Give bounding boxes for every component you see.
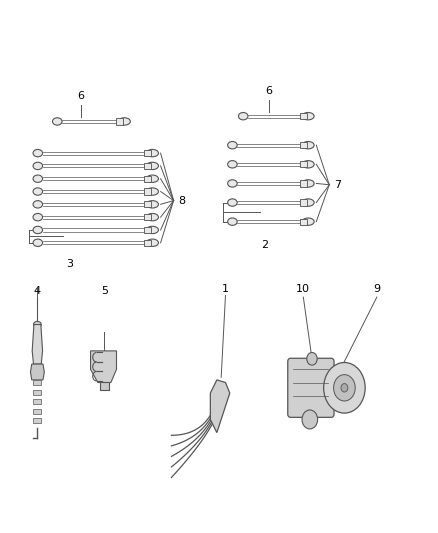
Ellipse shape	[228, 141, 237, 149]
Ellipse shape	[302, 199, 314, 206]
Circle shape	[307, 352, 317, 365]
Bar	[144, 214, 152, 220]
Ellipse shape	[33, 200, 42, 208]
Polygon shape	[32, 325, 42, 364]
Text: 2: 2	[261, 240, 268, 250]
Bar	[300, 180, 307, 187]
Bar	[300, 199, 307, 206]
Ellipse shape	[33, 213, 42, 221]
Ellipse shape	[238, 112, 248, 120]
Ellipse shape	[146, 227, 159, 233]
Bar	[33, 409, 41, 414]
Ellipse shape	[33, 239, 42, 246]
Bar	[300, 161, 307, 167]
Bar	[144, 188, 152, 195]
Polygon shape	[91, 351, 117, 383]
Text: 6: 6	[77, 91, 84, 101]
Ellipse shape	[228, 180, 237, 187]
Bar	[33, 381, 41, 385]
Ellipse shape	[33, 175, 42, 182]
Bar	[100, 382, 109, 391]
Bar	[33, 390, 41, 394]
Ellipse shape	[302, 218, 314, 225]
Bar	[300, 142, 307, 148]
Ellipse shape	[33, 188, 42, 195]
Ellipse shape	[302, 141, 314, 149]
Circle shape	[324, 362, 365, 413]
Ellipse shape	[302, 160, 314, 168]
Text: 3: 3	[66, 259, 73, 269]
Ellipse shape	[118, 118, 131, 125]
Text: 1: 1	[222, 284, 229, 294]
Ellipse shape	[146, 175, 159, 182]
Bar	[300, 219, 307, 225]
Ellipse shape	[146, 162, 159, 169]
Circle shape	[341, 384, 348, 392]
Ellipse shape	[302, 180, 314, 187]
Bar	[300, 113, 307, 119]
Bar	[33, 399, 41, 404]
Ellipse shape	[146, 188, 159, 195]
Ellipse shape	[53, 118, 62, 125]
Text: 6: 6	[265, 86, 272, 95]
Text: 7: 7	[334, 180, 341, 190]
Bar	[144, 163, 152, 169]
Bar	[144, 150, 152, 156]
Ellipse shape	[228, 199, 237, 206]
Text: 4: 4	[34, 286, 41, 295]
Circle shape	[334, 375, 355, 401]
Ellipse shape	[33, 162, 42, 169]
Ellipse shape	[228, 160, 237, 168]
Text: 10: 10	[297, 284, 311, 294]
Bar	[144, 175, 152, 182]
Bar	[144, 201, 152, 207]
Ellipse shape	[146, 200, 159, 208]
Text: 5: 5	[101, 286, 108, 295]
Polygon shape	[210, 380, 230, 433]
Bar	[33, 418, 41, 423]
Ellipse shape	[146, 239, 159, 246]
Ellipse shape	[146, 149, 159, 157]
Bar	[116, 118, 124, 125]
Ellipse shape	[33, 227, 42, 233]
Circle shape	[302, 410, 318, 429]
Ellipse shape	[146, 213, 159, 221]
Ellipse shape	[33, 321, 41, 328]
Text: 9: 9	[373, 284, 381, 294]
Polygon shape	[31, 364, 44, 380]
Text: 8: 8	[178, 196, 185, 206]
FancyBboxPatch shape	[288, 358, 334, 417]
Ellipse shape	[33, 149, 42, 157]
Bar	[144, 227, 152, 233]
Ellipse shape	[228, 218, 237, 225]
Bar	[144, 240, 152, 246]
Ellipse shape	[302, 112, 314, 120]
